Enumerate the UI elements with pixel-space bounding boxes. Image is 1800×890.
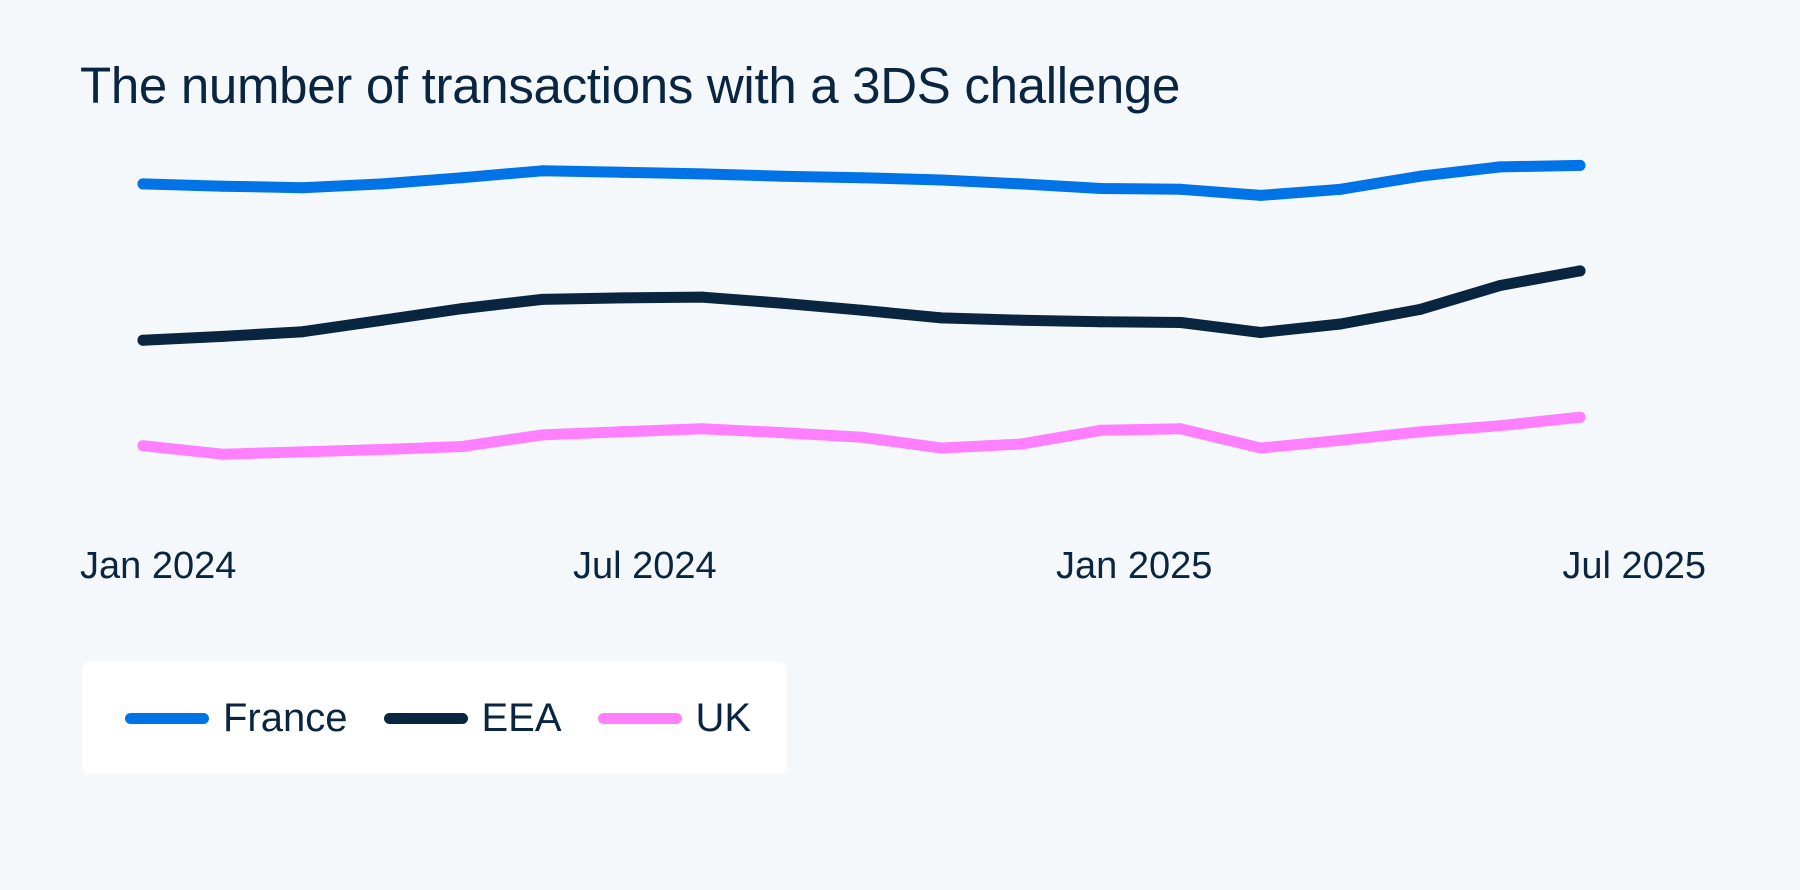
legend-swatch [125, 712, 209, 724]
data-point-france [1335, 183, 1346, 195]
x-tick-label: Jan 2024 [80, 545, 236, 587]
data-point-eea [1095, 316, 1107, 328]
legend-label: UK [695, 696, 752, 740]
data-point-eea [856, 304, 867, 316]
data-point-uk [696, 423, 708, 435]
legend-swatch [383, 712, 468, 724]
data-point-uk [1335, 434, 1346, 446]
data-point-france [456, 172, 468, 184]
data-point-france [1494, 161, 1506, 173]
data-point-uk [1414, 426, 1426, 438]
data-point-uk [1574, 411, 1586, 423]
data-point-france [776, 170, 788, 182]
data-point-uk [297, 446, 309, 458]
data-point-eea [217, 330, 229, 342]
data-point-france [377, 178, 388, 190]
data-point-uk [137, 440, 149, 452]
data-point-uk [536, 429, 548, 441]
data-point-france [856, 172, 867, 184]
series-eea [137, 265, 1586, 346]
data-point-eea [1335, 318, 1346, 330]
data-point-uk [377, 444, 388, 455]
data-point-eea [776, 297, 788, 309]
data-point-france [1414, 170, 1426, 182]
series-uk [137, 411, 1586, 460]
data-point-eea [1015, 314, 1027, 326]
data-point-france [935, 174, 947, 186]
data-point-uk [1175, 423, 1187, 435]
data-point-france [1255, 189, 1267, 201]
data-point-france [1574, 159, 1586, 171]
line-chart: Jan 2024 Jul 2024 Jan 2025 Jul 2025 [80, 159, 1706, 587]
data-point-eea [696, 291, 708, 303]
x-tick-label: Jan 2025 [1056, 545, 1212, 587]
data-point-uk [217, 448, 229, 460]
legend-label: EEA [481, 696, 562, 740]
data-point-france [1175, 183, 1187, 195]
data-point-eea [935, 312, 947, 324]
x-tick-label: Jul 2025 [1562, 545, 1706, 587]
chart-legend: France EEA UK [82, 662, 788, 774]
data-point-france [536, 165, 548, 177]
data-point-eea [536, 293, 548, 305]
data-point-uk [856, 431, 867, 443]
data-point-france [217, 180, 229, 192]
data-point-france [297, 182, 309, 194]
data-point-uk [456, 441, 468, 452]
data-point-eea [1494, 280, 1506, 291]
chart-title: The number of transactions with a 3DS ch… [80, 57, 1181, 114]
legend-item-eea[interactable]: EEA [383, 696, 562, 740]
data-point-france [137, 178, 149, 190]
data-point-uk [935, 442, 947, 454]
data-point-eea [1574, 265, 1586, 277]
data-point-eea [1175, 317, 1187, 328]
data-point-eea [137, 334, 149, 346]
legend-swatch [597, 712, 682, 724]
x-tick-label: Jul 2024 [573, 545, 717, 587]
legend-item-uk[interactable]: UK [597, 696, 752, 740]
legend-label: France [223, 696, 348, 740]
data-point-uk [1494, 420, 1506, 432]
data-point-eea [1414, 303, 1426, 315]
data-point-eea [456, 303, 468, 315]
data-point-uk [616, 426, 628, 438]
data-point-france [696, 168, 708, 180]
data-point-uk [1015, 438, 1027, 450]
series-france [137, 159, 1586, 201]
data-point-uk [776, 427, 788, 439]
data-point-france [616, 166, 628, 178]
legend-item-france[interactable]: France [125, 698, 348, 738]
data-point-france [1095, 183, 1107, 194]
data-point-eea [297, 326, 309, 338]
data-point-eea [377, 314, 388, 326]
data-point-uk [1255, 442, 1267, 454]
data-point-france [1015, 178, 1027, 190]
data-point-uk [1095, 424, 1107, 436]
data-point-eea [1255, 327, 1267, 338]
data-point-eea [616, 292, 628, 304]
